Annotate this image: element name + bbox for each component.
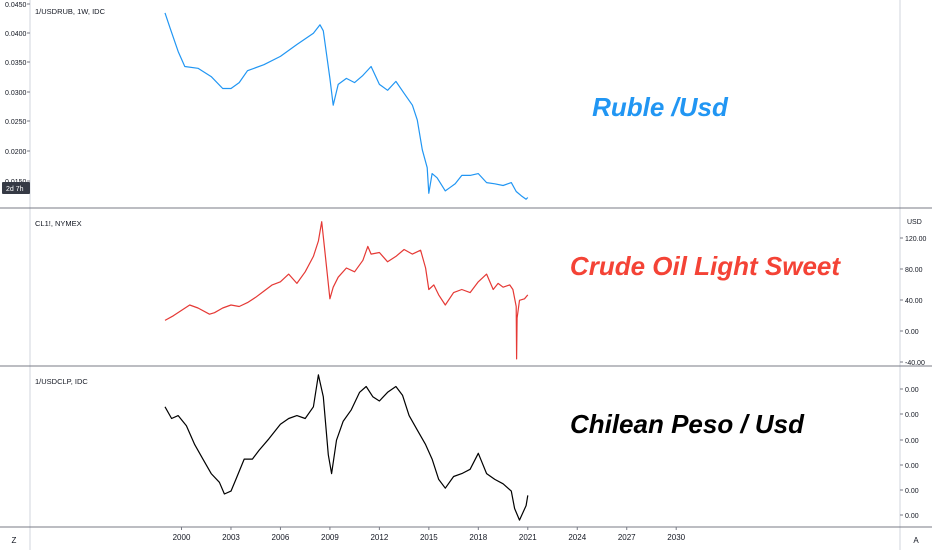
countdown-text: 2d 7h <box>6 186 24 193</box>
x-tick-label: 2000 <box>173 533 191 542</box>
auto-scale-button[interactable]: A <box>913 536 919 545</box>
timezone-button[interactable]: Z <box>12 536 17 545</box>
pane-annotation: Ruble /Usd <box>592 92 729 122</box>
x-tick-label: 2006 <box>272 533 290 542</box>
unit-label: USD <box>907 219 922 226</box>
x-tick-label: 2030 <box>667 533 685 542</box>
y-tick-label: 0.0450 <box>5 2 27 9</box>
series-line <box>164 221 529 360</box>
y-tick-label: 40.00 <box>905 298 923 305</box>
x-tick-label: 2021 <box>519 533 537 542</box>
x-tick-label: 2018 <box>469 533 487 542</box>
pane-2[interactable]: CL1!, NYMEX Crude Oil Light Sweet 120.00 80… <box>0 219 932 367</box>
y-tick-label: 120.00 <box>905 236 927 243</box>
y-tick-label: 80.00 <box>905 267 923 274</box>
x-tick-label: 2015 <box>420 533 438 542</box>
x-tick-label: 2027 <box>618 533 636 542</box>
countdown-badge <box>2 182 30 194</box>
y-tick-label: -40.00 <box>905 360 925 367</box>
y-tick-label: 0.00 <box>905 463 919 470</box>
x-tick-label: 2012 <box>370 533 388 542</box>
pane-3[interactable]: 1/USDCLP, IDC Chilean Peso / Usd 0.00 0.00 0… <box>0 374 932 528</box>
y-tick-label: 0.00 <box>905 387 919 394</box>
pane-1[interactable]: 1/USDRUB, 1W, IDC Ruble /Usd 0.0450 0.0400 0… <box>0 2 932 209</box>
pane-title: 1/USDCLP, IDC <box>35 377 88 386</box>
series-line <box>164 374 529 521</box>
y-tick-label: 0.0250 <box>5 119 27 126</box>
pane-title: CL1!, NYMEX <box>35 219 82 228</box>
y-tick-label: 0.00 <box>905 329 919 336</box>
pane-annotation: Chilean Peso / Usd <box>570 409 805 439</box>
y-tick-label: 0.0300 <box>5 90 27 97</box>
time-axis[interactable]: 2000 2003 2006 2009 2012 2015 2018 2021 2024 2027… <box>12 527 920 545</box>
y-tick-label: 0.00 <box>905 513 919 520</box>
y-tick-label: 0.00 <box>905 488 919 495</box>
pane-annotation: Crude Oil Light Sweet <box>570 251 841 281</box>
x-tick-label: 2003 <box>222 533 240 542</box>
x-tick-label: 2009 <box>321 533 339 542</box>
y-tick-label: 0.00 <box>905 412 919 419</box>
y-tick-label: 0.0200 <box>5 149 27 156</box>
x-tick-label: 2024 <box>568 533 586 542</box>
y-tick-label: 0.0400 <box>5 31 27 38</box>
y-tick-label: 0.00 <box>905 438 919 445</box>
pane-title: 1/USDRUB, 1W, IDC <box>35 7 106 16</box>
series-line <box>164 12 529 200</box>
y-tick-label: 0.0350 <box>5 60 27 67</box>
